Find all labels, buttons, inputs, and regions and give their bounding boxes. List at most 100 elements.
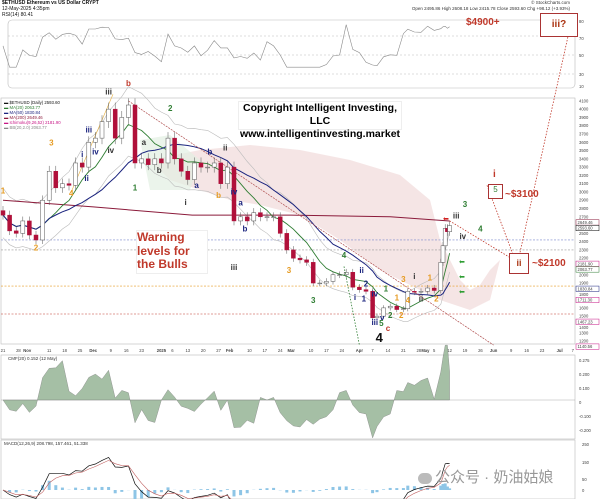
x-tick-label: 5 xyxy=(433,348,436,353)
credit: © StockCharts.com xyxy=(531,0,570,5)
wave-label: 1 xyxy=(428,274,433,283)
wave-label: b xyxy=(126,79,131,88)
x-tick-label: 10 xyxy=(309,348,314,353)
rsi-panel xyxy=(7,19,576,89)
macd-axis-label: 250 xyxy=(582,442,590,447)
wave-label: b xyxy=(207,148,212,157)
x-tick-label: 28 xyxy=(416,348,421,353)
candle-body xyxy=(310,262,316,284)
y-tick-label: 3000 xyxy=(579,189,589,194)
wave-label: iv xyxy=(459,232,466,241)
rsi-axis-label: 30 xyxy=(579,72,584,77)
candle-body xyxy=(387,305,393,309)
ma50-line xyxy=(2,143,451,297)
wave-label: 3 xyxy=(401,275,406,284)
candle-body xyxy=(40,199,45,241)
wave-label: iii xyxy=(105,87,112,96)
wave-label: 1 xyxy=(384,284,389,293)
x-tick-label: 16 xyxy=(524,348,529,353)
x-tick-label: 23 xyxy=(139,348,144,353)
candle-body xyxy=(205,166,210,169)
cmf-axis-label: -0.200 xyxy=(579,428,592,433)
wave-label: 2 xyxy=(168,104,173,113)
cmf-label: CMF(20) 0.152 (12 May) xyxy=(8,356,58,361)
green-arrow-icon: ⬅ xyxy=(459,289,465,296)
x-tick-label: 11 xyxy=(47,348,52,353)
y-tick-label: 2400 xyxy=(579,239,589,244)
x-tick-label: 24 xyxy=(339,348,344,353)
wave-4-drop-arrow xyxy=(343,266,360,346)
macd-histogram-bar xyxy=(146,490,150,497)
x-tick-label: 7 xyxy=(572,348,575,353)
x-tick-label: 10 xyxy=(247,348,252,353)
macd-histogram-bar xyxy=(395,488,399,490)
macd-histogram-bar xyxy=(8,490,12,493)
target-4900: $4900+ xyxy=(466,17,500,28)
x-tick-label: Nov xyxy=(23,348,32,353)
wave-label: b xyxy=(157,166,162,175)
macd-histogram-bar xyxy=(439,485,443,490)
macd-axis-label: 150 xyxy=(582,460,590,465)
candle-body xyxy=(139,158,144,164)
macd-histogram-bar xyxy=(232,490,236,497)
macd-histogram-bar xyxy=(225,489,229,490)
watermark-text: 公众号 · 奶油姑娘 xyxy=(435,469,554,486)
macd-histogram-bar xyxy=(14,490,18,493)
macd-histogram-bar xyxy=(206,489,210,490)
x-tick-label: 17 xyxy=(262,348,267,353)
candle-body xyxy=(33,234,39,241)
macd-histogram-bar xyxy=(93,487,97,490)
wave-label: iv xyxy=(371,289,378,298)
x-tick-label: 28 xyxy=(16,348,21,353)
wave-label: iii xyxy=(231,263,238,272)
macd-histogram-bar xyxy=(401,488,405,490)
bollinger-lower-line xyxy=(2,155,450,322)
x-tick-label: 14 xyxy=(386,348,391,353)
y-tick-label: 3400 xyxy=(579,156,589,161)
y-tick-label: 3800 xyxy=(579,123,589,128)
price-tag xyxy=(575,285,600,292)
website-line: www.intelligentinvesting.market xyxy=(239,128,401,140)
price-tag-label: 2063.77 xyxy=(578,267,594,272)
candle-body xyxy=(438,262,444,291)
wave-label: b xyxy=(216,191,221,200)
legend: ▬ $ETHUSD (Daily) 2593.60 ▬ MA(20) 2063.7… xyxy=(4,100,61,130)
candle-body xyxy=(401,308,406,310)
candle-body xyxy=(264,216,270,218)
candle-body xyxy=(112,108,118,139)
macd-histogram-bar xyxy=(54,485,58,490)
candle-body xyxy=(27,220,32,236)
candle-body xyxy=(244,216,250,222)
x-tick-label: Dec xyxy=(89,348,97,353)
macd-histogram-bar xyxy=(34,490,38,492)
rsi-line xyxy=(2,24,450,68)
price-tag-label: 1467.23 xyxy=(578,319,594,324)
candle-body xyxy=(152,158,158,165)
macd-histogram-bar xyxy=(285,490,289,493)
candle-body xyxy=(394,305,400,310)
candle-body xyxy=(99,121,105,139)
candle-body xyxy=(13,230,19,234)
x-tick-label: May xyxy=(421,348,430,353)
macd-histogram-bar xyxy=(133,490,137,499)
macd-histogram-bar xyxy=(258,488,262,490)
wave-label: 3 xyxy=(287,266,292,275)
candle-body xyxy=(165,137,171,164)
x-tick-label: 18 xyxy=(62,348,67,353)
x-tick-label: 26 xyxy=(478,348,483,353)
legend-item: ▬ BB(20,2.0) 2063.77 xyxy=(4,125,47,130)
candle-body xyxy=(218,162,224,184)
projection-path xyxy=(449,34,569,263)
macd-histogram-bar xyxy=(318,490,322,491)
macd-histogram-bar xyxy=(382,489,386,490)
candle-body xyxy=(66,183,72,186)
y-tick-label: 2800 xyxy=(579,206,589,211)
y-tick-label: 2200 xyxy=(579,256,589,261)
candle-body xyxy=(106,108,111,122)
candle-body xyxy=(159,158,164,164)
candle-body xyxy=(225,166,230,184)
cmf-axis-label: 0.200 xyxy=(579,372,590,377)
macd-histogram-bar xyxy=(60,487,64,490)
chart-header: $ETHUSD Ethereum vs US Dollar CRYPT 12-M… xyxy=(2,0,99,18)
